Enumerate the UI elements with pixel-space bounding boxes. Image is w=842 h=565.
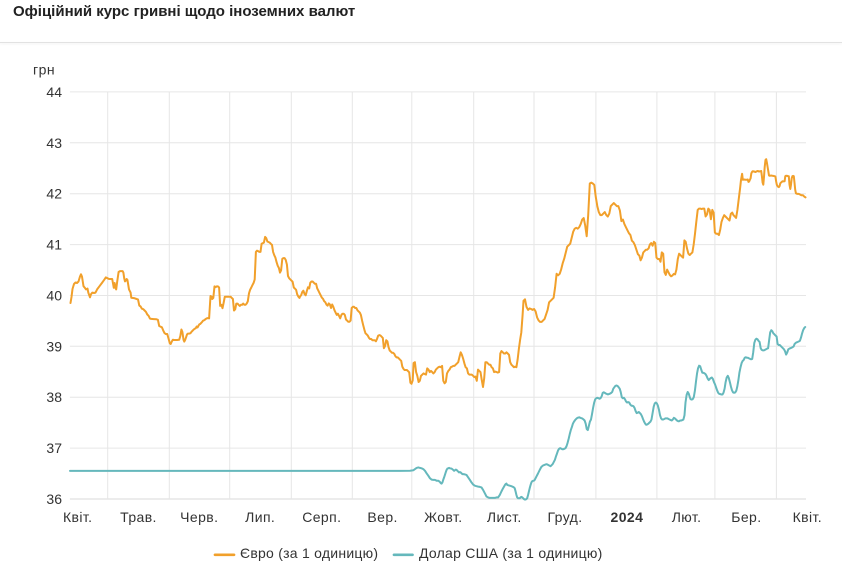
svg-text:Долар США (за 1 одиницю): Долар США (за 1 одиницю)	[419, 545, 603, 561]
svg-text:Лист.: Лист.	[487, 509, 522, 525]
svg-text:44: 44	[46, 84, 62, 100]
svg-text:Бер.: Бер.	[731, 509, 761, 525]
svg-text:Груд.: Груд.	[547, 509, 582, 525]
svg-text:Вер.: Вер.	[367, 509, 397, 525]
svg-text:42: 42	[46, 186, 62, 202]
svg-text:Квіт.: Квіт.	[793, 509, 822, 525]
svg-text:Лют.: Лют.	[672, 509, 702, 525]
svg-text:Квіт.: Квіт.	[63, 509, 92, 525]
svg-text:Трав.: Трав.	[120, 509, 157, 525]
svg-text:2024: 2024	[611, 509, 644, 525]
svg-text:Черв.: Черв.	[180, 509, 218, 525]
svg-text:38: 38	[46, 389, 62, 405]
svg-text:36: 36	[46, 491, 62, 507]
svg-text:40: 40	[46, 288, 62, 304]
svg-text:грн: грн	[33, 62, 55, 78]
svg-text:43: 43	[46, 135, 62, 151]
svg-text:Лип.: Лип.	[245, 509, 275, 525]
svg-text:37: 37	[46, 440, 62, 456]
svg-text:Євро (за 1 одиницю): Євро (за 1 одиницю)	[240, 545, 378, 561]
svg-text:Жовт.: Жовт.	[424, 509, 462, 525]
svg-text:39: 39	[46, 338, 62, 354]
svg-text:Серп.: Серп.	[302, 509, 341, 525]
svg-text:41: 41	[46, 237, 62, 253]
